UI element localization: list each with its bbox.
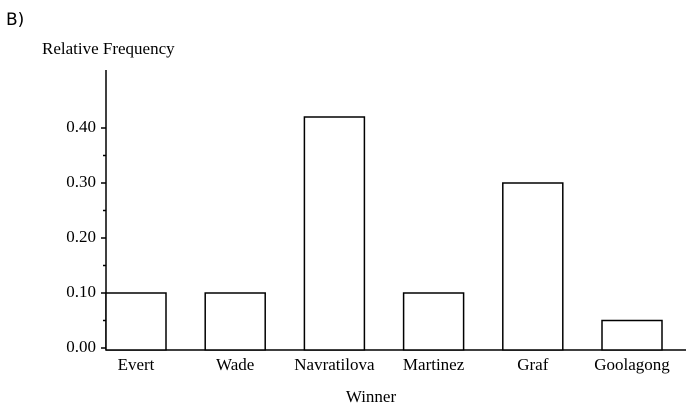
bar xyxy=(601,319,663,351)
y-tick-label: 0.00 xyxy=(66,337,96,356)
y-tick-label: 0.40 xyxy=(66,117,96,136)
bar xyxy=(303,116,366,351)
bar xyxy=(502,182,564,351)
x-tick-label: Evert xyxy=(118,355,155,374)
y-tick-label: 0.30 xyxy=(66,172,96,191)
bar xyxy=(402,292,465,351)
x-tick-label: Martinez xyxy=(403,355,465,374)
bar xyxy=(204,292,266,351)
y-axis-label: Relative Frequency xyxy=(42,39,175,58)
x-axis-label: Winner xyxy=(346,387,397,406)
y-tick-label: 0.10 xyxy=(66,282,96,301)
bar xyxy=(105,292,167,351)
x-tick-label: Graf xyxy=(517,355,548,374)
x-tick-label: Navratilova xyxy=(294,355,375,374)
question-label: B) xyxy=(6,10,24,30)
x-tick-label: Goolagong xyxy=(594,355,670,374)
y-tick-label: 0.20 xyxy=(66,227,96,246)
x-tick-label: Wade xyxy=(216,355,254,374)
